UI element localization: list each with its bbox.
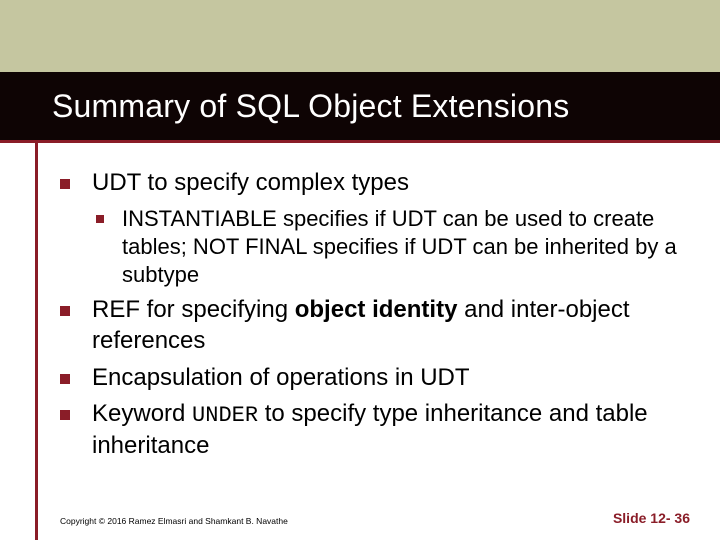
bullet-level1: UDT to specify complex types [60,168,680,199]
bullet-text: Keyword UNDER to specify type inheritanc… [92,399,680,461]
bullet-level1: Keyword UNDER to specify type inheritanc… [60,399,680,461]
code-text: UNDER [192,403,258,428]
title-underline [0,140,720,143]
slide: Summary of SQL Object Extensions UDT to … [0,0,720,540]
square-bullet-icon [60,374,70,384]
bold-text: object identity [295,296,458,323]
top-decorative-band [0,0,720,72]
slide-title: Summary of SQL Object Extensions [52,88,569,125]
bullet-level1: REF for specifying object identity and i… [60,295,680,356]
bullet-level1: Encapsulation of operations in UDT [60,363,680,394]
title-bar: Summary of SQL Object Extensions [0,72,720,140]
square-bullet-icon [96,215,104,223]
square-bullet-icon [60,179,70,189]
footer: Copyright © 2016 Ramez Elmasri and Shamk… [60,510,690,526]
bullet-text: REF for specifying object identity and i… [92,295,680,356]
square-bullet-icon [60,306,70,316]
left-vertical-rule [35,143,38,540]
content-area: UDT to specify complex types INSTANTIABL… [60,168,680,467]
bullet-text: Encapsulation of operations in UDT [92,363,470,394]
text-fragment: REF for specifying [92,296,295,323]
copyright-text: Copyright © 2016 Ramez Elmasri and Shamk… [60,516,288,526]
bullet-text: INSTANTIABLE specifies if UDT can be use… [122,205,680,289]
bullet-text: UDT to specify complex types [92,168,409,199]
text-fragment: Keyword [92,400,192,427]
bullet-level2: INSTANTIABLE specifies if UDT can be use… [96,205,680,289]
slide-number: Slide 12- 36 [613,510,690,526]
square-bullet-icon [60,410,70,420]
